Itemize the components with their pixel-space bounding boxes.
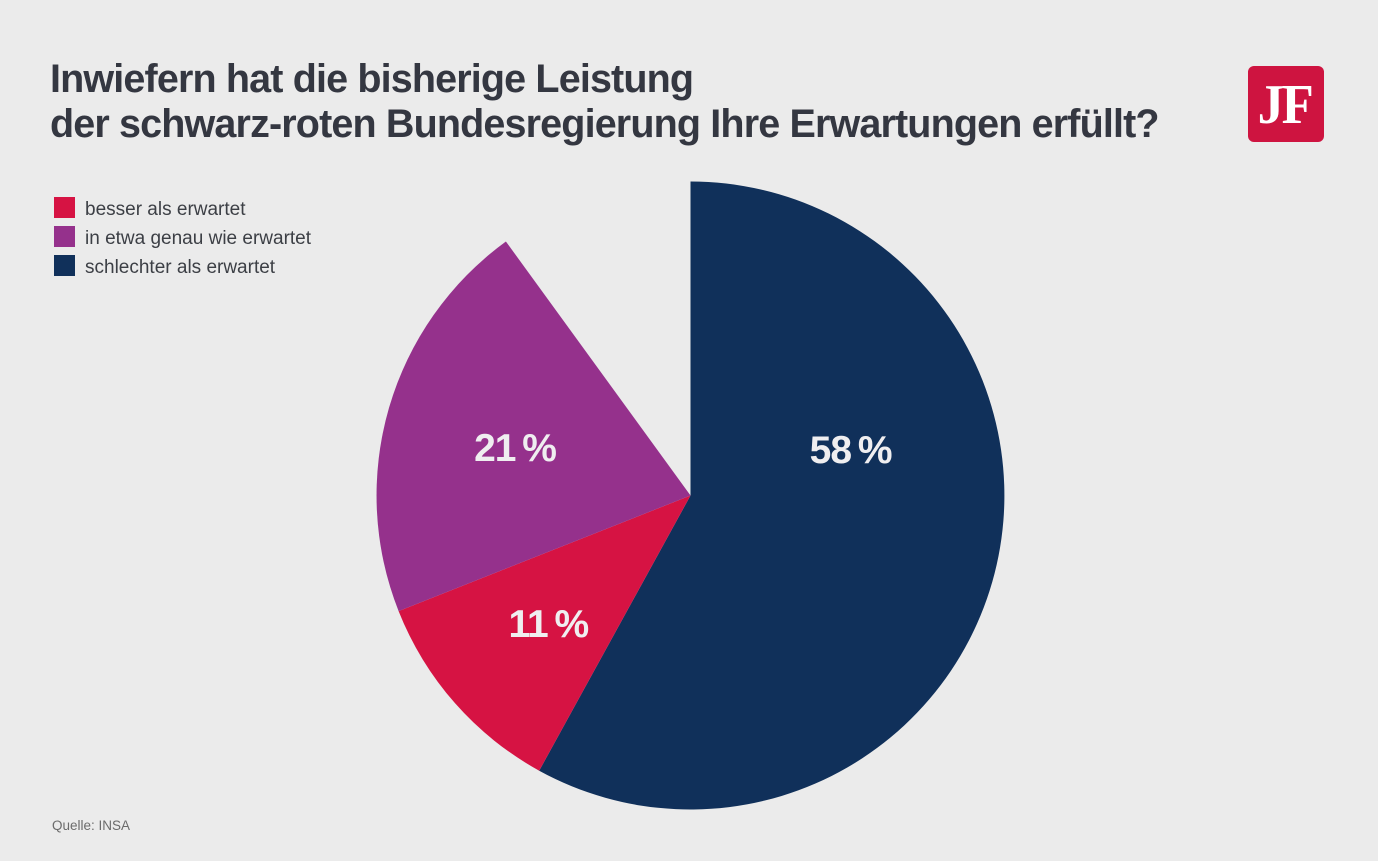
svg-text:21 %: 21 % (474, 427, 556, 470)
svg-text:58 %: 58 % (810, 429, 892, 472)
svg-text:11 %: 11 % (508, 603, 588, 646)
